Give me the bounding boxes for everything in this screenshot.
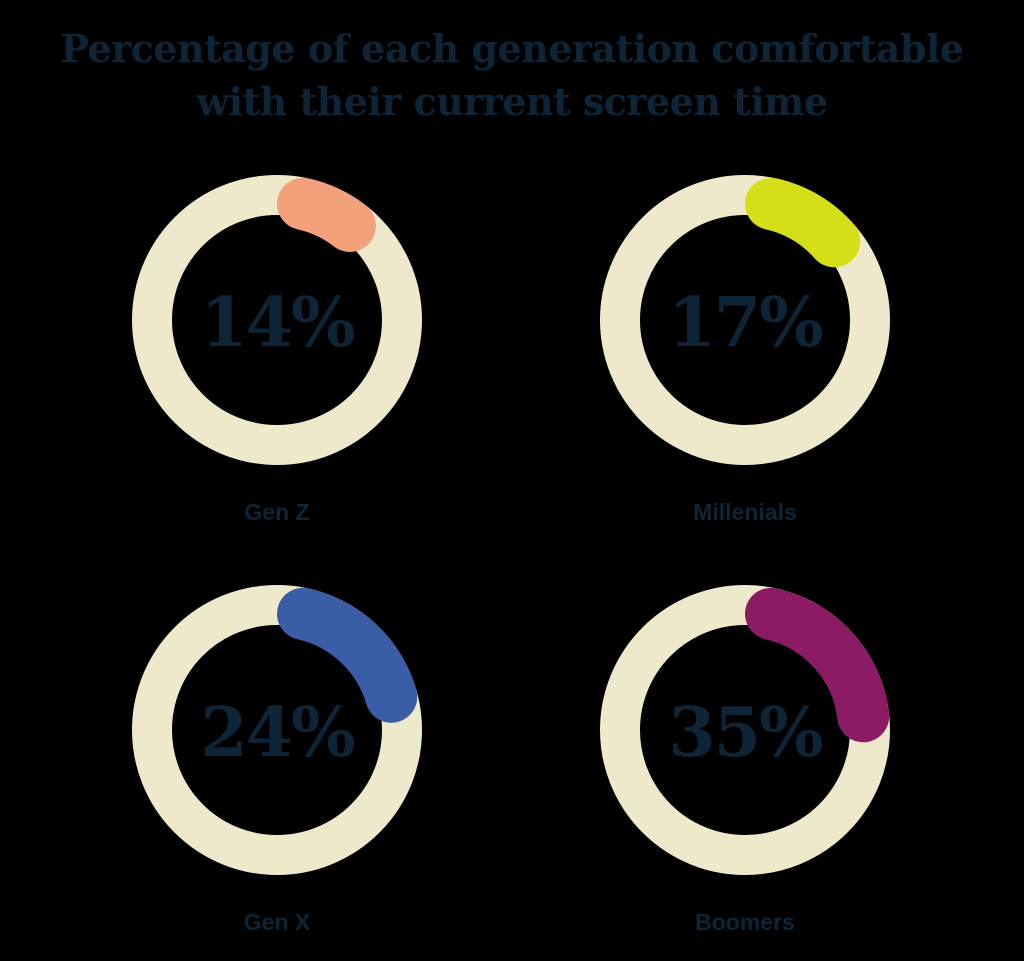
donut-ring-gen-z bbox=[132, 175, 422, 465]
donut-value-gen-z: 14% bbox=[200, 283, 355, 363]
donut-label-millenials: Millenials bbox=[693, 499, 797, 525]
donut-value-boomers: 35% bbox=[668, 693, 823, 773]
chart-title-line1: Percentage of each generation comfortabl… bbox=[60, 26, 964, 71]
donut-label-boomers: Boomers bbox=[695, 909, 795, 935]
donut-chart-gen-z: 14% bbox=[132, 175, 422, 465]
donut-value-millenials: 17% bbox=[668, 283, 823, 363]
donut-ring-boomers bbox=[600, 585, 890, 875]
donut-ring-gen-x bbox=[132, 585, 422, 875]
donut-chart-millenials: 17% bbox=[600, 175, 890, 465]
donut-chart-boomers: 35% bbox=[600, 585, 890, 875]
chart-title: Percentage of each generation comfortabl… bbox=[0, 22, 1024, 128]
chart-title-line2: with their current screen time bbox=[196, 79, 828, 124]
donut-ring-millenials bbox=[600, 175, 890, 465]
donut-label-gen-z: Gen Z bbox=[244, 499, 310, 525]
donut-chart-gen-x: 24% bbox=[132, 585, 422, 875]
donut-label-gen-x: Gen X bbox=[243, 909, 311, 935]
donut-value-gen-x: 24% bbox=[200, 693, 355, 773]
